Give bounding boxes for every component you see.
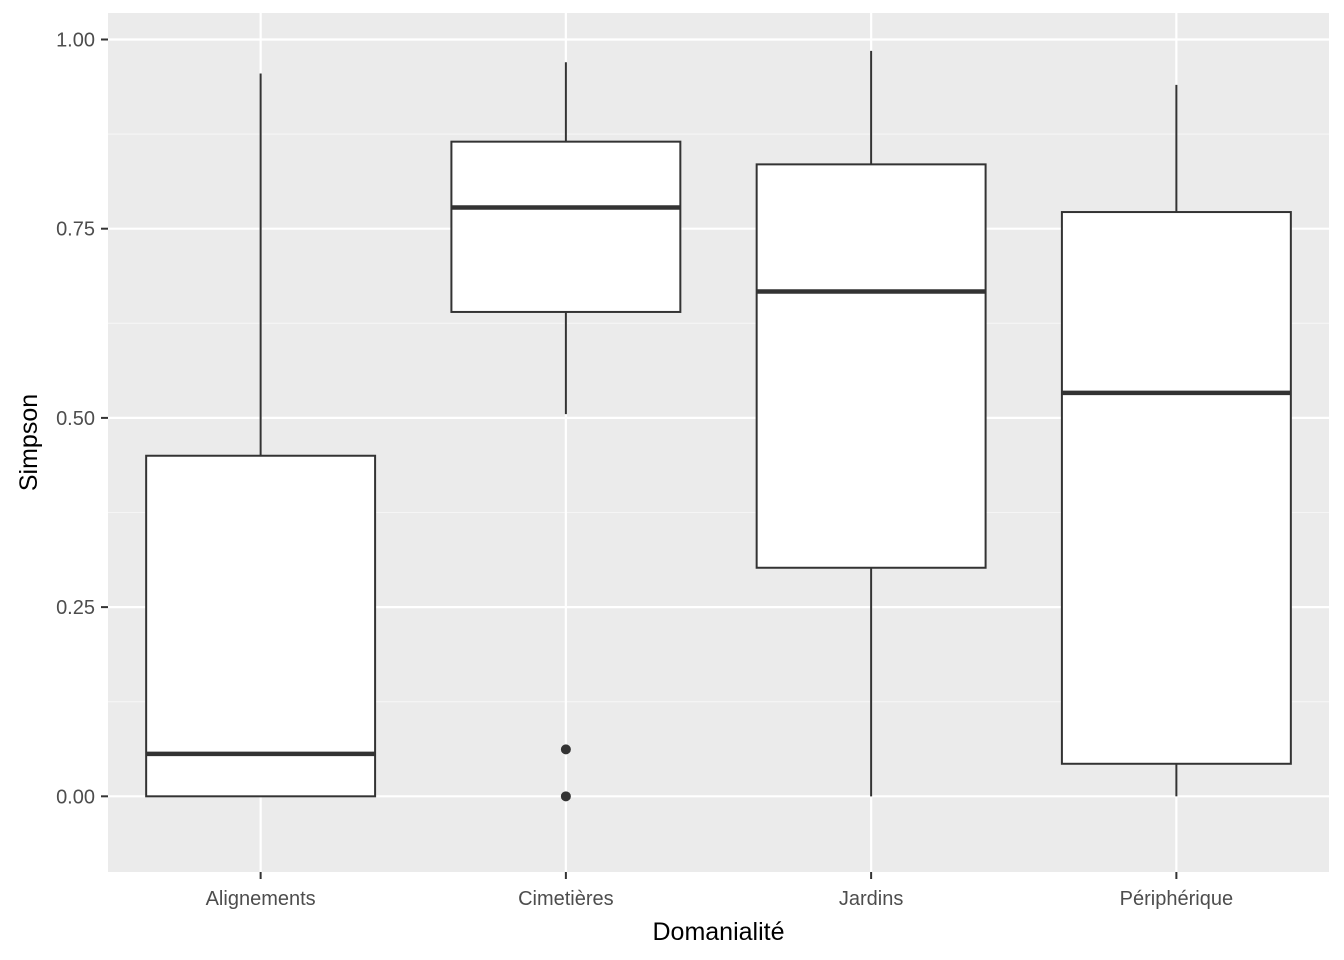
y-tick-label: 0.00 bbox=[56, 786, 95, 808]
x-axis: Alignements Cimetières Jardins Périphérique bbox=[206, 872, 1233, 910]
box-cimeti-res bbox=[450, 62, 682, 802]
outlier-point bbox=[560, 744, 571, 755]
box-iqr bbox=[755, 163, 987, 569]
x-tick-label: Jardins bbox=[839, 888, 903, 910]
box-iqr bbox=[145, 454, 377, 798]
box-jardins bbox=[755, 50, 987, 797]
y-tick-label: 1.00 bbox=[56, 29, 95, 51]
box-alignements bbox=[145, 73, 377, 798]
outlier-point bbox=[560, 791, 571, 802]
box-p-riph-rique bbox=[1060, 84, 1292, 797]
y-axis: 0.00 0.25 0.50 0.75 1.00 bbox=[56, 29, 108, 808]
box-iqr bbox=[450, 140, 682, 313]
x-tick-label: Alignements bbox=[206, 888, 316, 910]
y-tick-label: 0.75 bbox=[56, 219, 95, 241]
x-axis-title: Domanialité bbox=[652, 918, 784, 946]
box-iqr bbox=[1060, 211, 1292, 765]
y-axis-title: Simpson bbox=[15, 394, 43, 491]
x-tick-label: Cimetières bbox=[518, 888, 614, 910]
y-tick-label: 0.50 bbox=[56, 408, 95, 430]
boxes bbox=[145, 50, 1292, 802]
y-tick-label: 0.25 bbox=[56, 597, 95, 619]
x-tick-label: Périphérique bbox=[1120, 888, 1233, 910]
